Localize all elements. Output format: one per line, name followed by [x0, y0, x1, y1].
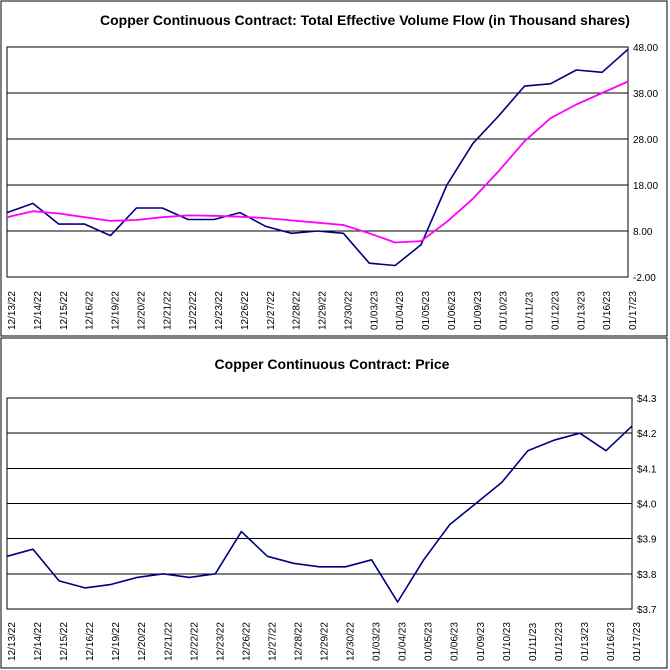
y-tick-label: $3.8 — [637, 570, 657, 581]
chart-title: Copper Continuous Contract: Total Effect… — [100, 12, 630, 28]
x-tick-label: 01/09/23 — [473, 291, 484, 330]
x-tick-label: 12/28/22 — [293, 622, 304, 661]
x-tick-label: 12/21/22 — [162, 291, 173, 330]
x-tick-label: 12/16/22 — [85, 291, 96, 330]
x-tick-label: 01/16/23 — [602, 291, 613, 330]
x-tick-label: 01/17/23 — [632, 622, 643, 661]
y-tick-label: 38.00 — [633, 89, 658, 100]
plot-area — [6, 46, 629, 278]
y-tick-label: 8.00 — [633, 227, 653, 238]
x-tick-label: 01/10/23 — [502, 622, 513, 661]
price-panel-frame — [0, 337, 668, 669]
x-tick-label: 12/16/22 — [85, 622, 96, 661]
x-tick-label: 12/20/22 — [136, 291, 147, 330]
x-tick-label: 12/27/22 — [266, 291, 277, 330]
x-tick-label: 01/04/23 — [398, 622, 409, 661]
y-tick-label: $4.0 — [637, 500, 657, 511]
x-tick-label: 12/22/22 — [188, 291, 199, 330]
x-tick-label: 01/04/23 — [395, 291, 406, 330]
x-tick-label: 12/23/22 — [215, 622, 226, 661]
x-tick-label: 01/05/23 — [421, 291, 432, 330]
volume-flow-panel-frame — [0, 0, 668, 337]
x-tick-label: 12/13/22 — [7, 622, 18, 661]
x-tick-label: 01/12/23 — [550, 291, 561, 330]
x-tick-label: 01/05/23 — [424, 622, 435, 661]
x-tick-label: 01/10/23 — [499, 291, 510, 330]
x-tick-label: 12/27/22 — [267, 622, 278, 661]
x-tick-label: 01/11/23 — [525, 291, 536, 330]
x-tick-label: 01/13/23 — [576, 291, 587, 330]
x-tick-label: 12/13/22 — [7, 291, 18, 330]
x-tick-label: 01/09/23 — [476, 622, 487, 661]
x-tick-label: 01/03/23 — [369, 291, 380, 330]
x-tick-label: 01/17/23 — [628, 291, 639, 330]
x-tick-label: 12/26/22 — [240, 291, 251, 330]
series-line — [6, 48, 629, 267]
x-tick-label: 12/26/22 — [241, 622, 252, 661]
x-tick-label: 12/19/22 — [111, 291, 122, 330]
volume-flow-panel: Copper Continuous Contract: Total Effect… — [0, 0, 668, 337]
y-tick-label: 28.00 — [633, 135, 658, 146]
x-tick-label: 12/29/22 — [318, 291, 329, 330]
x-tick-label: 12/15/22 — [59, 291, 70, 330]
y-tick-label: $4.1 — [637, 464, 657, 475]
x-tick-label: 12/19/22 — [111, 622, 122, 661]
x-tick-label: 01/06/23 — [450, 622, 461, 661]
y-tick-label: $3.9 — [637, 535, 657, 546]
x-tick-label: 01/12/23 — [554, 622, 565, 661]
y-tick-label: $4.3 — [637, 394, 657, 405]
x-tick-label: 01/13/23 — [580, 622, 591, 661]
x-tick-label: 12/29/22 — [320, 622, 331, 661]
y-tick-label: -2.00 — [633, 273, 656, 284]
series-line — [6, 80, 629, 244]
series-line — [6, 425, 633, 603]
x-tick-label: 01/03/23 — [372, 622, 383, 661]
x-tick-label: 01/06/23 — [447, 291, 458, 330]
y-tick-label: 18.00 — [633, 181, 658, 192]
x-tick-label: 12/23/22 — [214, 291, 225, 330]
x-tick-label: 12/30/22 — [343, 291, 354, 330]
volume-flow-plot: 48.00 38.00 28.00 18.00 8.00 -2.00 12/13/22 12/… — [6, 43, 658, 330]
x-tick-label: 12/30/22 — [346, 622, 357, 661]
x-tick-label: 12/22/22 — [189, 622, 200, 661]
chart-title: Copper Continuous Contract: Price — [215, 356, 450, 372]
y-tick-label: $4.2 — [637, 429, 657, 440]
x-tick-label: 12/15/22 — [59, 622, 70, 661]
x-tick-label: 01/11/23 — [528, 622, 539, 661]
price-panel: Copper Continuous Contract: Price $4.3$4… — [0, 337, 668, 669]
price-plot: $4.3 $4.2 $4.1 $4.0 $3.9 $3.8 $3.7 12/13/22 12/1… — [6, 394, 657, 661]
x-tick-label: 12/28/22 — [292, 291, 303, 330]
x-tick-label: 12/20/22 — [137, 622, 148, 661]
x-tick-label: 12/14/22 — [33, 622, 44, 661]
x-tick-label: 01/16/23 — [606, 622, 617, 661]
y-tick-label: 48.00 — [633, 43, 658, 54]
y-tick-label: $3.7 — [637, 605, 657, 616]
x-tick-label: 12/14/22 — [33, 291, 44, 330]
x-tick-label: 12/21/22 — [163, 622, 174, 661]
